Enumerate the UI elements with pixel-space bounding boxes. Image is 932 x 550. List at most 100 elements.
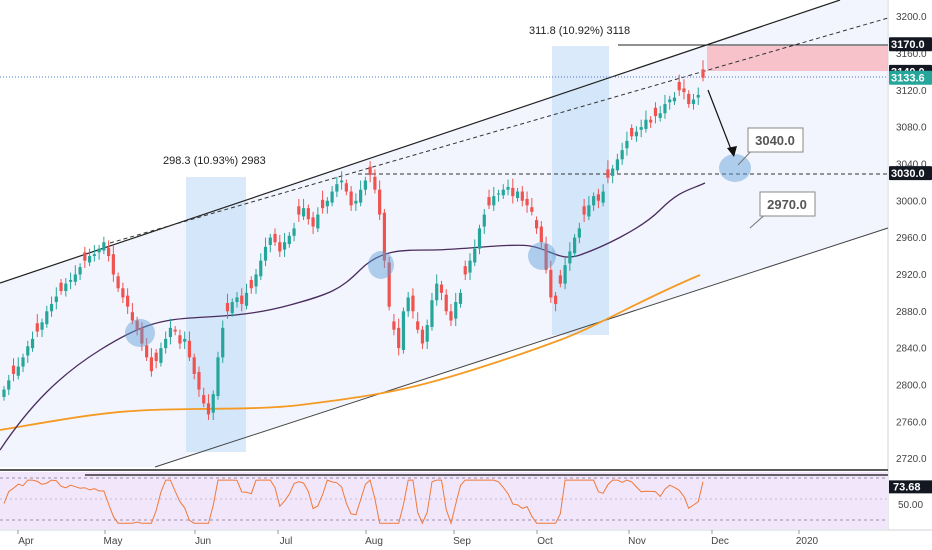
x-tick-label: Jun <box>195 536 211 547</box>
candle-body <box>515 191 520 199</box>
candle-body <box>340 180 344 183</box>
candle-body <box>596 194 600 201</box>
candle-body <box>463 266 467 275</box>
y-tick-label: 3080.0 <box>896 123 927 134</box>
candle-body <box>45 311 49 325</box>
candle-body <box>363 180 367 190</box>
candle-body <box>278 242 282 252</box>
y-tick-label: 2720.0 <box>896 454 927 465</box>
candle-body <box>178 335 182 344</box>
candle-body <box>435 283 439 301</box>
measure-label-2: 311.8 (10.92%) 3118 <box>529 25 630 37</box>
candle-body <box>506 186 510 190</box>
candle-body <box>149 357 154 372</box>
candle-body <box>587 205 591 217</box>
x-tick-label: Apr <box>18 536 34 547</box>
candle-body <box>582 206 586 215</box>
target-zone <box>707 46 888 71</box>
projection-arrowhead <box>727 146 737 157</box>
x-tick-label: Aug <box>365 536 383 547</box>
x-tick-label: Sep <box>453 536 471 547</box>
candle-body <box>21 357 25 367</box>
candle-body <box>187 340 192 358</box>
time-axis: Apr May Jun Jul Aug Sep Oct Nov Dec 2020 <box>17 530 819 547</box>
y-tick-label: 2800.0 <box>896 380 927 391</box>
candle-body <box>573 237 577 254</box>
candle-body <box>354 200 358 204</box>
candle-body <box>164 338 168 349</box>
candle-body <box>268 237 272 245</box>
candle-body <box>49 303 54 312</box>
y-tick-label: 3040.0 <box>896 159 927 170</box>
candle-body <box>273 233 277 243</box>
candle-body <box>11 365 16 374</box>
candle-body <box>568 251 572 264</box>
candle-body <box>549 269 553 298</box>
candle-body <box>145 345 149 358</box>
price-badge <box>889 37 932 52</box>
candle-body <box>97 248 101 253</box>
candle-body <box>263 246 268 261</box>
candle-body <box>183 338 187 342</box>
candle-body <box>373 176 377 190</box>
candle-body <box>68 279 73 282</box>
candle-body <box>311 217 315 227</box>
y-tick-label: 2880.0 <box>896 307 927 318</box>
candle-body <box>78 267 82 275</box>
candle-body <box>668 99 672 103</box>
ma-50-line <box>0 182 706 451</box>
candle-body <box>553 295 558 304</box>
candle-body <box>592 196 596 206</box>
candle-body <box>249 279 253 289</box>
candle-body <box>677 81 681 91</box>
candle-body <box>282 242 287 250</box>
candle-body <box>392 321 396 330</box>
candle-body <box>259 260 263 277</box>
highlight-circle-4 <box>719 154 751 182</box>
candle-body <box>544 244 548 270</box>
candle-body <box>416 321 420 330</box>
candle-body <box>577 228 581 238</box>
candle-body <box>230 302 234 314</box>
candle-body <box>482 214 486 227</box>
candle-body <box>240 295 244 304</box>
price-badge-label: 3133.6 <box>891 73 925 85</box>
y-tick-label: 2760.0 <box>896 417 927 428</box>
candle-body <box>406 297 410 312</box>
candle-body <box>107 247 111 257</box>
measure-box-2 <box>552 46 609 335</box>
candle-body <box>511 187 515 197</box>
candle-body <box>306 208 310 220</box>
candle-body <box>221 327 225 358</box>
candle-body <box>615 159 620 171</box>
candle-body <box>606 169 610 178</box>
candle-body <box>297 206 301 215</box>
candle-body <box>492 196 496 206</box>
candle-body <box>539 226 543 243</box>
candle-body <box>102 242 106 251</box>
candle-body <box>192 357 196 374</box>
candle-body <box>653 107 658 117</box>
highlight-circle-1 <box>125 319 155 347</box>
ma-200-line <box>0 274 701 431</box>
y-tick-label: 2920.0 <box>896 270 927 281</box>
candle-body <box>397 327 401 349</box>
candle-body <box>420 329 425 344</box>
candle-body <box>501 189 505 196</box>
y-tick-label: 2840.0 <box>896 344 927 355</box>
candle-body <box>202 395 206 404</box>
x-tick-label: Nov <box>628 536 646 547</box>
candle-body <box>168 327 173 338</box>
candle-body <box>126 295 130 307</box>
y-tick-label: 3200.0 <box>896 12 927 23</box>
candle-body <box>563 265 567 284</box>
candle-body <box>672 97 677 102</box>
target-callout-1: 3040.0 <box>737 127 804 166</box>
candle-body <box>349 191 353 206</box>
y-tick-label: 3120.0 <box>896 86 927 97</box>
candle-body <box>116 276 120 289</box>
candle-body <box>368 166 372 175</box>
candle-body <box>2 389 6 397</box>
candle-body <box>140 327 144 344</box>
